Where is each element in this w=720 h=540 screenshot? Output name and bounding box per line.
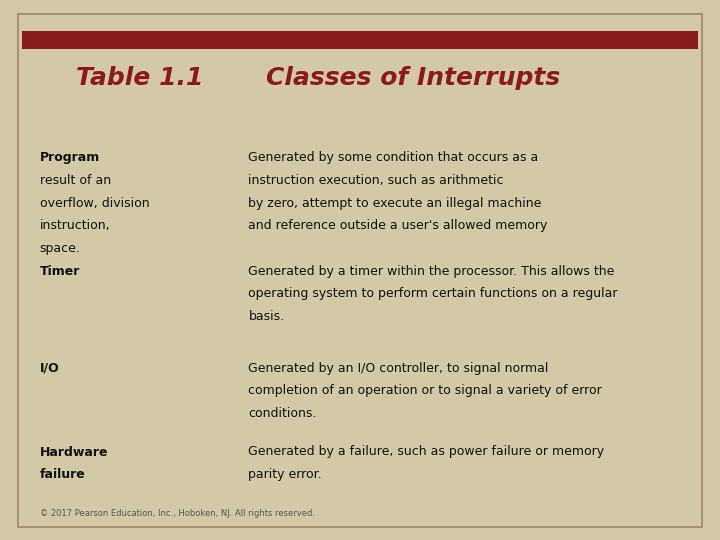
Text: space.: space. bbox=[40, 242, 81, 255]
Text: completion of an operation or to signal a variety of error: completion of an operation or to signal … bbox=[248, 384, 602, 397]
Text: I/O: I/O bbox=[40, 362, 59, 375]
Text: © 2017 Pearson Education, Inc., Hoboken, NJ. All rights reserved.: © 2017 Pearson Education, Inc., Hoboken,… bbox=[40, 509, 315, 518]
FancyBboxPatch shape bbox=[18, 14, 702, 526]
Text: by zero, attempt to execute an illegal machine: by zero, attempt to execute an illegal m… bbox=[248, 197, 541, 210]
Text: failure: failure bbox=[40, 468, 86, 481]
Text: instruction,: instruction, bbox=[40, 219, 110, 232]
Text: operating system to perform certain functions on a regular: operating system to perform certain func… bbox=[248, 287, 618, 300]
Text: Generated by a timer within the processor. This allows the: Generated by a timer within the processo… bbox=[248, 265, 615, 278]
Text: Generated by a failure, such as power failure or memory: Generated by a failure, such as power fa… bbox=[248, 446, 605, 458]
Text: result of an: result of an bbox=[40, 174, 111, 187]
Text: Table 1.1: Table 1.1 bbox=[76, 66, 203, 90]
Text: conditions.: conditions. bbox=[248, 407, 317, 420]
Text: basis.: basis. bbox=[248, 310, 284, 323]
Text: Hardware: Hardware bbox=[40, 446, 108, 458]
Text: instruction execution, such as arithmetic: instruction execution, such as arithmeti… bbox=[248, 174, 504, 187]
FancyBboxPatch shape bbox=[22, 31, 698, 49]
Text: parity error.: parity error. bbox=[248, 468, 322, 481]
Text: Timer: Timer bbox=[40, 265, 80, 278]
Text: overflow, division: overflow, division bbox=[40, 197, 149, 210]
Text: and reference outside a user's allowed memory: and reference outside a user's allowed m… bbox=[248, 219, 548, 232]
Text: Classes of Interrupts: Classes of Interrupts bbox=[266, 66, 561, 90]
Text: Generated by an I/O controller, to signal normal: Generated by an I/O controller, to signa… bbox=[248, 362, 549, 375]
Text: Program: Program bbox=[40, 151, 100, 164]
Text: Generated by some condition that occurs as a: Generated by some condition that occurs … bbox=[248, 151, 539, 164]
